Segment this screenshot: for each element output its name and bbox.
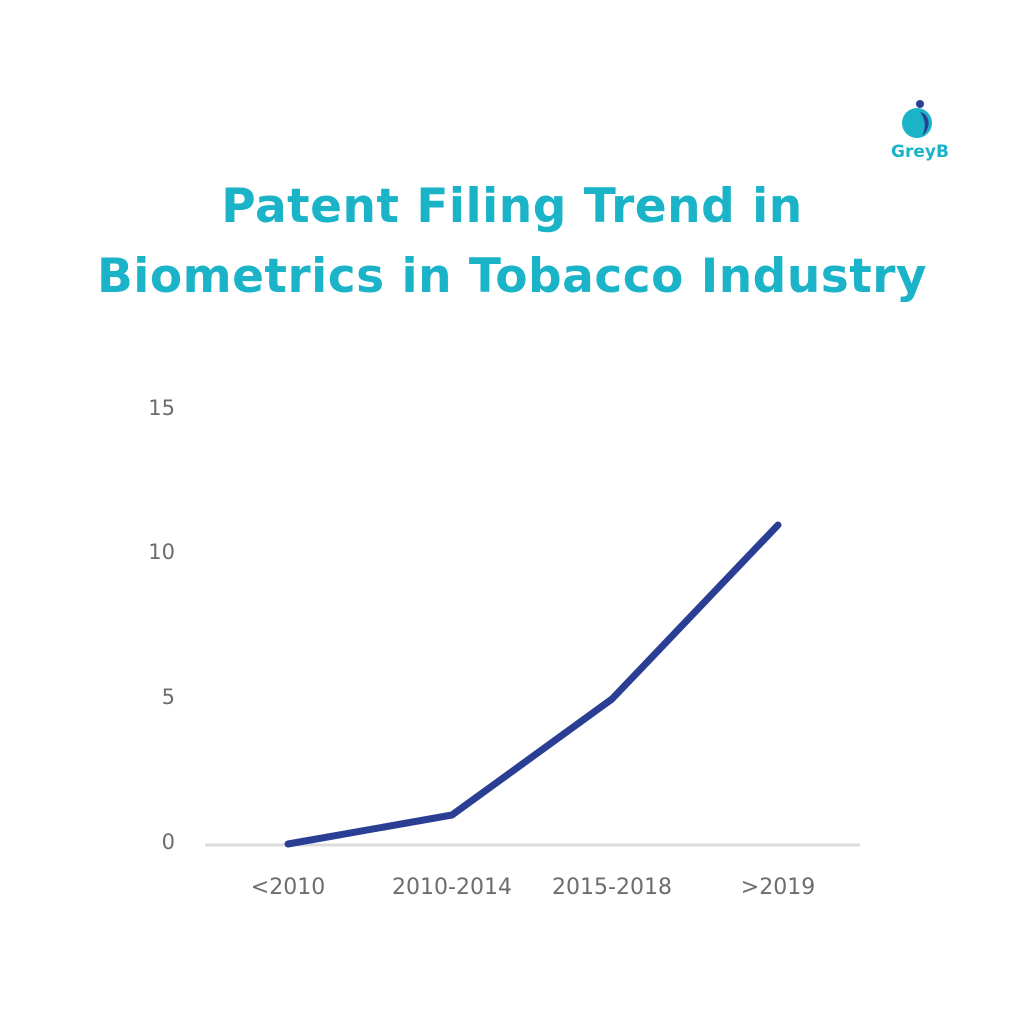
x-tick-label: >2019: [740, 875, 816, 900]
x-tick-label: <2010: [250, 875, 326, 900]
y-tick-15: 15: [148, 396, 175, 420]
title-line-2: Biometrics in Tobacco Industry: [96, 249, 928, 304]
x-tick-label: 2010-2014: [392, 875, 512, 900]
logo-text: GreyB: [891, 142, 949, 162]
greyb-logo-icon: [902, 100, 932, 138]
y-tick-5: 5: [161, 685, 175, 709]
x-tick-label: 2015-2018: [552, 875, 672, 900]
series-line: [284, 521, 782, 848]
chart-title: Patent Filing Trend in Biometrics in Tob…: [0, 172, 1024, 312]
y-tick-10: 10: [148, 540, 175, 564]
title-line-1: Patent Filing Trend in: [221, 179, 803, 234]
greyb-logo: GreyB: [882, 98, 958, 168]
y-tick-0: 0: [161, 830, 175, 854]
